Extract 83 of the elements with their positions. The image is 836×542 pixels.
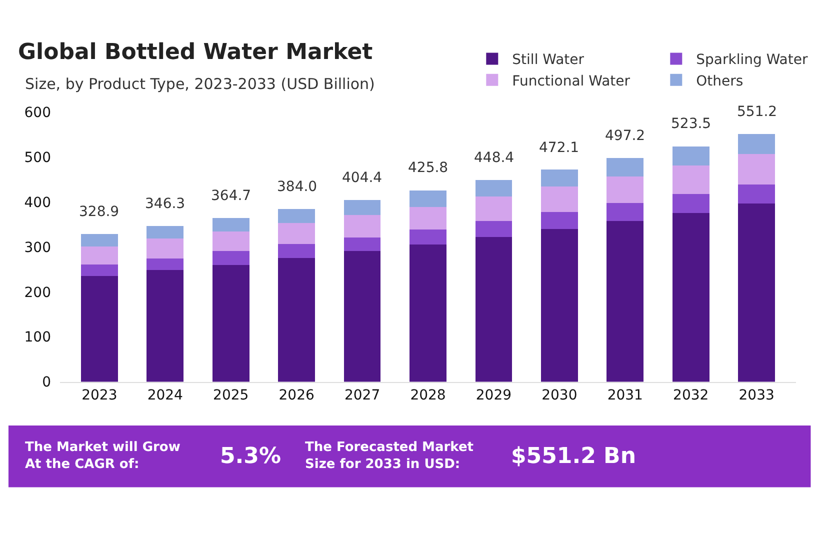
y-tick-label: 0 <box>42 374 51 391</box>
bar <box>672 194 710 213</box>
x-tick-label: 2025 <box>213 388 249 404</box>
x-tick-label: 2024 <box>147 388 184 404</box>
y-tick-label: 400 <box>24 194 51 211</box>
bar <box>606 176 644 204</box>
bar <box>606 203 644 222</box>
bar <box>475 180 512 196</box>
x-tick-label: 2030 <box>542 388 578 404</box>
bar <box>81 264 118 276</box>
x-tick-label: 2023 <box>82 388 118 404</box>
x-tick-label: 2033 <box>738 388 774 404</box>
legend-label: Sparkling Water <box>696 52 808 68</box>
text: 5.3% <box>220 444 282 469</box>
total-label: 384.0 <box>277 179 318 195</box>
x-tick-label: 2027 <box>344 388 380 404</box>
total-label: 364.7 <box>211 188 252 204</box>
bar <box>738 204 775 382</box>
total-label: 425.8 <box>408 160 448 176</box>
x-tick-label: 2032 <box>673 388 709 404</box>
text: The Forecasted Market Size for 2033 in USD: <box>305 440 474 472</box>
bar <box>672 146 710 166</box>
total-label: 346.3 <box>145 196 186 212</box>
x-tick-label: 2029 <box>476 388 512 404</box>
bar <box>212 218 250 232</box>
bar <box>672 166 710 194</box>
x-tick-label: 2031 <box>607 388 643 404</box>
bar <box>212 265 250 382</box>
bar <box>212 251 250 266</box>
bar <box>146 270 184 382</box>
bar <box>410 244 446 382</box>
bar <box>410 190 446 207</box>
bar <box>278 258 315 382</box>
bar <box>81 234 118 246</box>
bar <box>672 212 710 382</box>
legend-label: Functional Water <box>512 73 630 90</box>
bar <box>81 276 118 382</box>
bar <box>410 229 446 244</box>
y-tick-label: 200 <box>24 284 51 301</box>
bar <box>738 154 775 184</box>
bar <box>344 237 381 252</box>
bar <box>475 196 512 222</box>
x-tick-label: 2026 <box>278 388 314 404</box>
bar <box>212 231 250 252</box>
bar <box>344 200 381 215</box>
bar <box>146 258 184 270</box>
bar <box>738 184 775 204</box>
text: The Market will Grow At the CAGR of: <box>25 440 180 472</box>
y-tick-label: 100 <box>24 330 51 346</box>
total-label: 523.5 <box>671 116 712 132</box>
total-label: 448.4 <box>474 150 514 166</box>
bar <box>344 251 381 382</box>
legend-label: Still Water <box>512 52 584 68</box>
legend-label: Others <box>696 73 744 90</box>
bar <box>541 212 578 229</box>
total-label: 472.1 <box>539 140 580 156</box>
bar <box>475 221 512 237</box>
bar <box>606 221 644 382</box>
total-label: 551.2 <box>737 104 778 120</box>
bar <box>344 214 381 238</box>
chart-subtitle: Size, by Product Type, 2023-2033 (USD Billion) <box>25 75 375 93</box>
bar <box>278 209 315 224</box>
bar <box>146 238 184 258</box>
text: $551.2 Bn <box>511 444 636 469</box>
bar <box>146 226 184 239</box>
y-tick-label: 500 <box>24 150 51 166</box>
y-tick-label: 300 <box>24 240 51 256</box>
y-tick-label: 600 <box>24 104 51 121</box>
bar <box>278 223 315 244</box>
bar <box>606 158 644 177</box>
bar <box>738 134 775 154</box>
x-tick-label: 2028 <box>410 388 446 404</box>
bar <box>410 206 446 230</box>
bar <box>541 186 578 212</box>
bar <box>541 170 578 187</box>
total-label: 497.2 <box>605 128 646 144</box>
chart-title: Global Bottled Water Market <box>18 40 374 65</box>
bar <box>475 236 512 382</box>
total-label: 404.4 <box>342 170 382 186</box>
bar <box>541 228 578 382</box>
total-label: 328.9 <box>79 204 120 220</box>
bar <box>81 246 118 264</box>
bar <box>278 244 315 258</box>
